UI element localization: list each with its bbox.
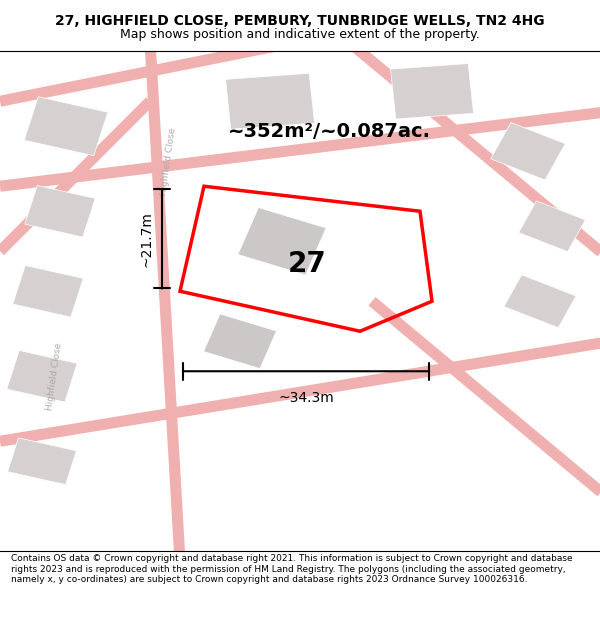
Polygon shape — [238, 208, 326, 275]
Polygon shape — [24, 97, 108, 156]
Text: Highfield Close: Highfield Close — [45, 342, 63, 411]
Text: Map shows position and indicative extent of the property.: Map shows position and indicative extent… — [120, 28, 480, 41]
Polygon shape — [226, 73, 314, 129]
Polygon shape — [504, 275, 576, 328]
Polygon shape — [13, 266, 83, 317]
Polygon shape — [391, 64, 473, 119]
Polygon shape — [518, 201, 586, 252]
Text: 27: 27 — [288, 250, 326, 278]
Text: ~352m²/~0.087ac.: ~352m²/~0.087ac. — [228, 122, 431, 141]
Polygon shape — [7, 351, 77, 402]
Text: ~34.3m: ~34.3m — [278, 391, 334, 405]
Polygon shape — [8, 438, 76, 484]
Text: ~21.7m: ~21.7m — [139, 211, 153, 267]
Text: Contains OS data © Crown copyright and database right 2021. This information is : Contains OS data © Crown copyright and d… — [11, 554, 572, 584]
Polygon shape — [203, 314, 277, 369]
Polygon shape — [491, 122, 565, 180]
Text: Highfield Close: Highfield Close — [159, 127, 177, 196]
Polygon shape — [25, 186, 95, 237]
Text: 27, HIGHFIELD CLOSE, PEMBURY, TUNBRIDGE WELLS, TN2 4HG: 27, HIGHFIELD CLOSE, PEMBURY, TUNBRIDGE … — [55, 14, 545, 28]
